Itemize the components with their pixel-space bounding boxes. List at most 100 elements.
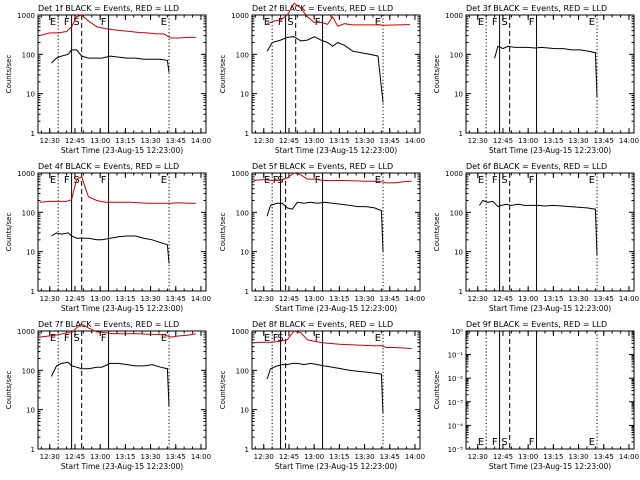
event-marker-label: E <box>589 17 595 28</box>
event-marker-label: E <box>375 333 381 344</box>
event-marker-label: S <box>287 17 293 28</box>
chart-title: Det 9f BLACK = Events, RED = LLD <box>466 320 607 329</box>
x-tick-label: 13:45 <box>380 295 400 303</box>
chart-panel: Det 4f BLACK = Events, RED = LLD 1 10 100 10… <box>5 162 211 313</box>
x-tick-label: 14:00 <box>191 137 211 145</box>
event-marker-label: F <box>492 437 498 448</box>
y-axis-label: Counts/sec <box>219 213 227 252</box>
event-marker-label: F <box>492 17 498 28</box>
x-tick-label: 14:00 <box>405 453 425 461</box>
x-tick-label: 12:30 <box>254 137 274 145</box>
x-tick-label: 13:15 <box>329 453 349 461</box>
x-tick-label: 13:00 <box>304 295 324 303</box>
y-tick-label: 100 <box>22 209 35 217</box>
x-tick-label: 12:30 <box>40 137 60 145</box>
event-marker-label: S <box>277 333 283 344</box>
x-tick-label: 13:30 <box>140 137 160 145</box>
event-marker-label: E <box>375 17 381 28</box>
chart-title: Det 4f BLACK = Events, RED = LLD <box>38 162 179 171</box>
x-tick-label: 13:00 <box>304 453 324 461</box>
x-tick-label: 14:00 <box>191 295 211 303</box>
series-lld-line <box>39 323 196 338</box>
event-marker-label: E <box>589 175 595 186</box>
x-tick-label: 13:30 <box>568 295 588 303</box>
event-marker-label: E <box>161 17 167 28</box>
event-marker-label: E <box>264 175 270 186</box>
x-tick-label: 12:45 <box>65 137 85 145</box>
event-marker-label: F <box>315 175 321 186</box>
chart-panel: Det 7f BLACK = Events, RED = LLD 1 10 100 10… <box>5 320 211 471</box>
x-tick-label: 13:45 <box>380 137 400 145</box>
y-tick-label: 1000 <box>17 328 35 336</box>
y-axis-label: Counts/sec <box>5 371 13 410</box>
series-events-line <box>266 201 384 252</box>
event-marker-label: F <box>64 175 70 186</box>
plot-frame <box>37 330 207 450</box>
x-tick-label: 12:45 <box>65 453 85 461</box>
x-tick-label: 12:45 <box>493 295 513 303</box>
y-axis-label: Counts/sec <box>219 55 227 94</box>
x-tick-label: 13:15 <box>329 295 349 303</box>
y-tick-label: 1000 <box>17 170 35 178</box>
chart-panel: Det 6f BLACK = Events, RED = LLD 1 10 100 10… <box>433 162 639 313</box>
y-tick-label: 1 <box>31 130 35 138</box>
plot-frame <box>251 330 421 450</box>
y-tick-label: 100 <box>236 367 249 375</box>
event-marker-label: S <box>73 17 79 28</box>
event-marker-label: S <box>501 437 507 448</box>
chart-title: Det 1f BLACK = Events, RED = LLD <box>38 4 179 13</box>
x-tick-label: 13:30 <box>140 295 160 303</box>
y-axis-label: Counts/sec <box>5 213 13 252</box>
event-marker-label: E <box>589 437 595 448</box>
x-axis-label: Start Time (23-Aug-15 12:23:00) <box>61 462 183 471</box>
chart-title: Det 2f BLACK = Events, RED = LLD <box>252 4 393 13</box>
y-tick-label: 1 <box>31 288 35 296</box>
series-events-line <box>266 362 384 414</box>
event-marker-label: F <box>101 175 107 186</box>
y-tick-label: 100 <box>236 209 249 217</box>
x-tick-label: 13:15 <box>115 137 135 145</box>
x-tick-label: 13:45 <box>594 453 614 461</box>
event-marker-label: E <box>478 17 484 28</box>
x-tick-label: 13:45 <box>380 453 400 461</box>
series-events-line <box>51 49 170 73</box>
event-marker-label: F <box>529 175 535 186</box>
x-tick-label: 13:30 <box>568 453 588 461</box>
x-tick-label: 12:30 <box>468 137 488 145</box>
y-tick-label: 10 <box>454 91 463 99</box>
event-marker-label: E <box>264 17 270 28</box>
y-tick-label: 10⁻⁴ <box>448 422 464 430</box>
x-axis-label: Start Time (23-Aug-15 12:23:00) <box>275 146 397 155</box>
x-tick-label: 12:30 <box>40 295 60 303</box>
y-tick-label: 1 <box>459 288 463 296</box>
chart-panel: Det 8f BLACK = Events, RED = LLD 1 10 100 10… <box>219 320 425 471</box>
chart-title: Det 3f BLACK = Events, RED = LLD <box>466 4 607 13</box>
y-tick-label: 10 <box>240 249 249 257</box>
series-events-line <box>50 361 170 407</box>
event-marker-label: F <box>101 17 107 28</box>
y-tick-label: 1 <box>245 288 249 296</box>
y-tick-label: 1000 <box>231 12 249 20</box>
x-tick-label: 13:30 <box>354 137 374 145</box>
event-marker-label: E <box>161 175 167 186</box>
event-marker-label: E <box>50 333 56 344</box>
series-events-line <box>266 36 384 103</box>
plot-frame <box>37 14 207 134</box>
y-axis-label: Counts/sec <box>433 371 441 410</box>
x-tick-label: 13:15 <box>543 137 563 145</box>
x-axis-label: Start Time (23-Aug-15 12:23:00) <box>61 304 183 313</box>
plot-frame <box>251 14 421 134</box>
series-events-line <box>51 232 170 264</box>
x-tick-label: 13:15 <box>543 453 563 461</box>
x-tick-label: 13:00 <box>304 137 324 145</box>
x-tick-label: 13:00 <box>518 453 538 461</box>
x-tick-label: 13:00 <box>90 453 110 461</box>
plot-frame <box>37 172 207 292</box>
event-marker-label: F <box>529 17 535 28</box>
y-tick-label: 1 <box>459 130 463 138</box>
chart-panel: Det 3f BLACK = Events, RED = LLD 1 10 100 10… <box>433 4 639 155</box>
plot-frame <box>251 172 421 292</box>
chart-title: Det 8f BLACK = Events, RED = LLD <box>252 320 393 329</box>
x-tick-label: 13:15 <box>115 295 135 303</box>
x-tick-label: 12:45 <box>65 295 85 303</box>
